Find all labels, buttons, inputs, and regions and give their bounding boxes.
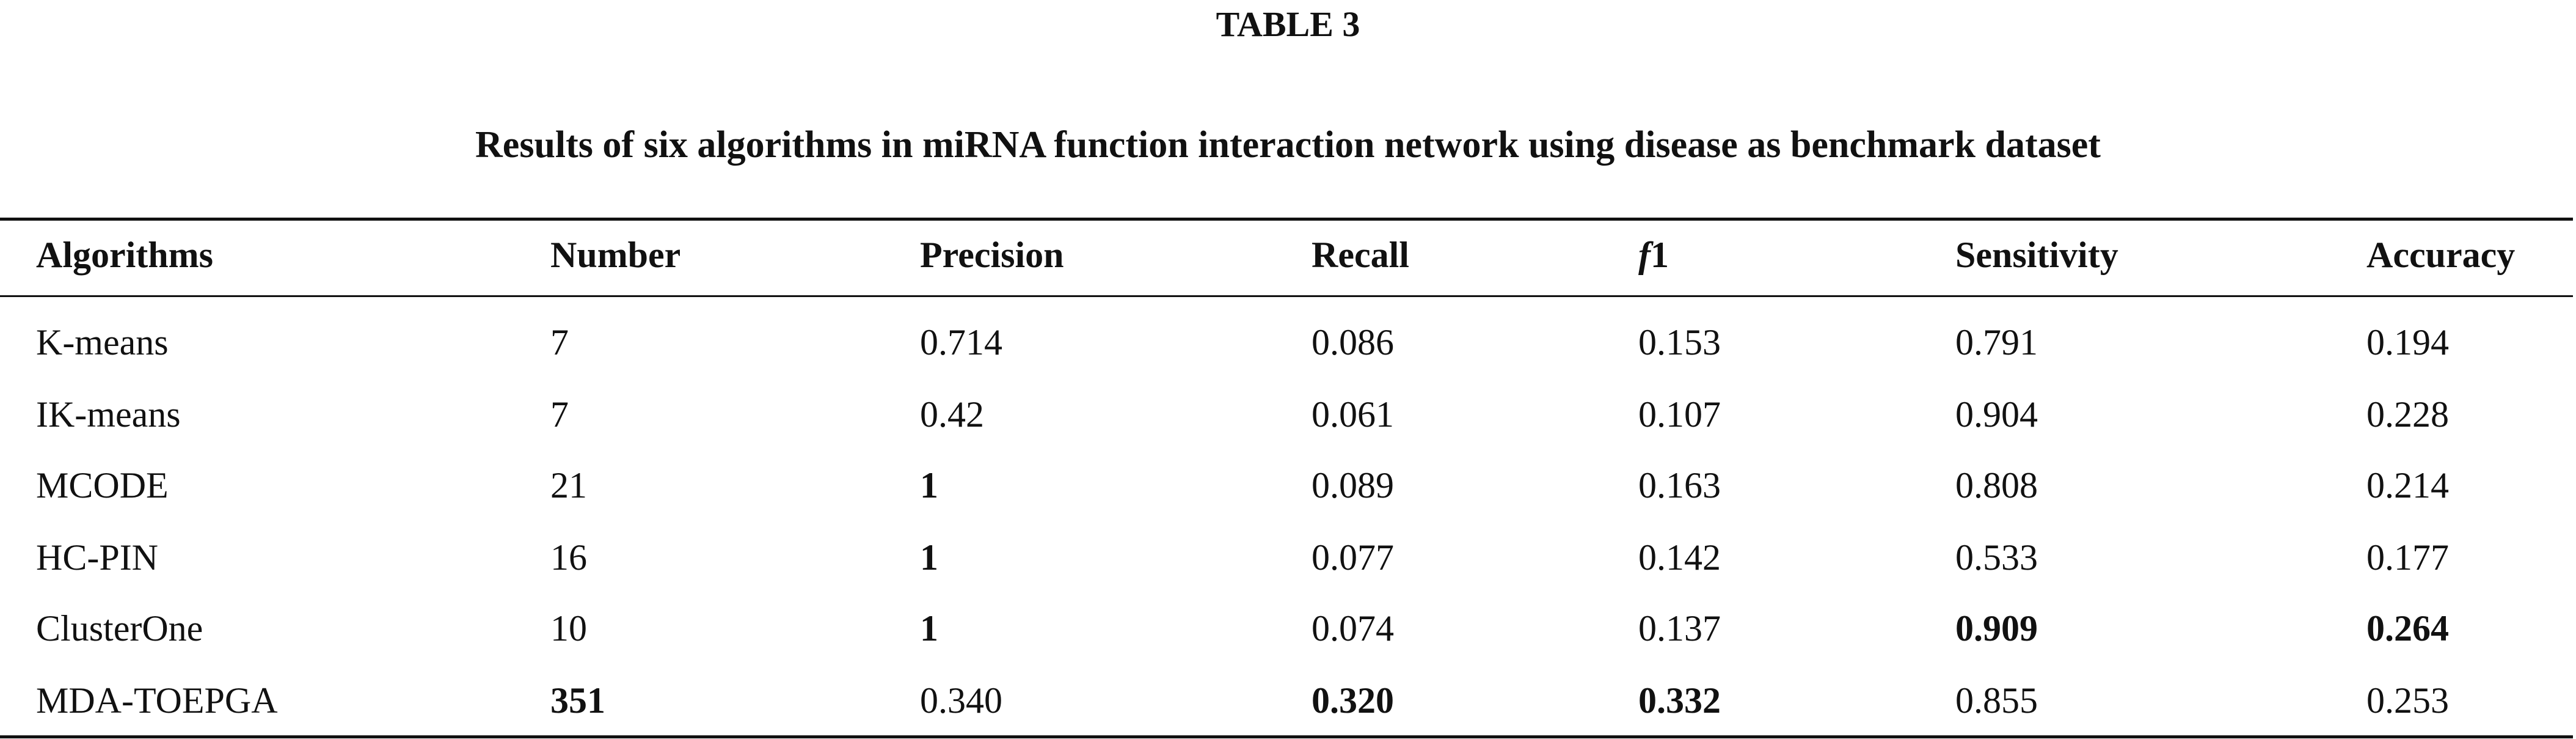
table-title: Results of six algorithms in miRNA funct… xyxy=(475,124,2101,166)
top-rule xyxy=(0,218,2573,221)
column-header: Precision xyxy=(920,235,1064,275)
table-cell: 351 xyxy=(550,680,605,721)
table-cell: 0.107 xyxy=(1638,394,1721,435)
row-label: K-means xyxy=(36,322,169,362)
table-cell: 0.163 xyxy=(1638,465,1721,506)
table-cell: 0.086 xyxy=(1312,322,1394,362)
column-header: f1 xyxy=(1638,235,1669,275)
table-cell: 0.089 xyxy=(1312,465,1394,506)
header-rule xyxy=(0,295,2573,297)
table-cell: 0.077 xyxy=(1312,537,1394,578)
table-cell: 7 xyxy=(550,394,569,435)
table-cell: 1 xyxy=(920,465,938,506)
table-cell: 1 xyxy=(920,608,938,649)
row-label: ClusterOne xyxy=(36,608,203,649)
column-header: Sensitivity xyxy=(1955,235,2118,275)
table-cell: 0.791 xyxy=(1955,322,2038,362)
table-label: TABLE 3 xyxy=(1216,4,1360,44)
table-cell: 0.142 xyxy=(1638,537,1721,578)
table-cell: 0.855 xyxy=(1955,680,2038,721)
table-cell: 0.153 xyxy=(1638,322,1721,362)
row-label: IK-means xyxy=(36,394,181,435)
column-header: Recall xyxy=(1312,235,1409,275)
row-label: HC-PIN xyxy=(36,537,159,578)
table-cell: 0.177 xyxy=(2366,537,2449,578)
table-cell: 0.340 xyxy=(920,680,1002,721)
table-cell: 0.42 xyxy=(920,394,984,435)
table-cell: 1 xyxy=(920,537,938,578)
table-cell: 21 xyxy=(550,465,587,506)
row-label: MDA-TOEPGA xyxy=(36,680,278,721)
table-cell: 0.061 xyxy=(1312,394,1394,435)
table-cell: 0.214 xyxy=(2366,465,2449,506)
table-cell: 0.194 xyxy=(2366,322,2449,362)
row-label: MCODE xyxy=(36,465,169,506)
table-cell: 7 xyxy=(550,322,569,362)
table-cell: 0.137 xyxy=(1638,608,1721,649)
table-cell: 0.714 xyxy=(920,322,1002,362)
column-header: Number xyxy=(550,235,681,275)
table-cell: 0.533 xyxy=(1955,537,2038,578)
table-cell: 0.332 xyxy=(1638,680,1721,721)
table-cell: 0.808 xyxy=(1955,465,2038,506)
table-cell: 0.253 xyxy=(2366,680,2449,721)
table-cell: 0.320 xyxy=(1312,680,1394,721)
table-cell: 0.264 xyxy=(2366,608,2449,649)
column-header: Accuracy xyxy=(2366,235,2516,275)
table-cell: 0.228 xyxy=(2366,394,2449,435)
column-header: Algorithms xyxy=(36,235,213,275)
table-cell: 10 xyxy=(550,608,587,649)
bottom-rule xyxy=(0,735,2573,738)
table-cell: 0.904 xyxy=(1955,394,2038,435)
table-cell: 16 xyxy=(550,537,587,578)
table-cell: 0.909 xyxy=(1955,608,2038,649)
table-cell: 0.074 xyxy=(1312,608,1394,649)
